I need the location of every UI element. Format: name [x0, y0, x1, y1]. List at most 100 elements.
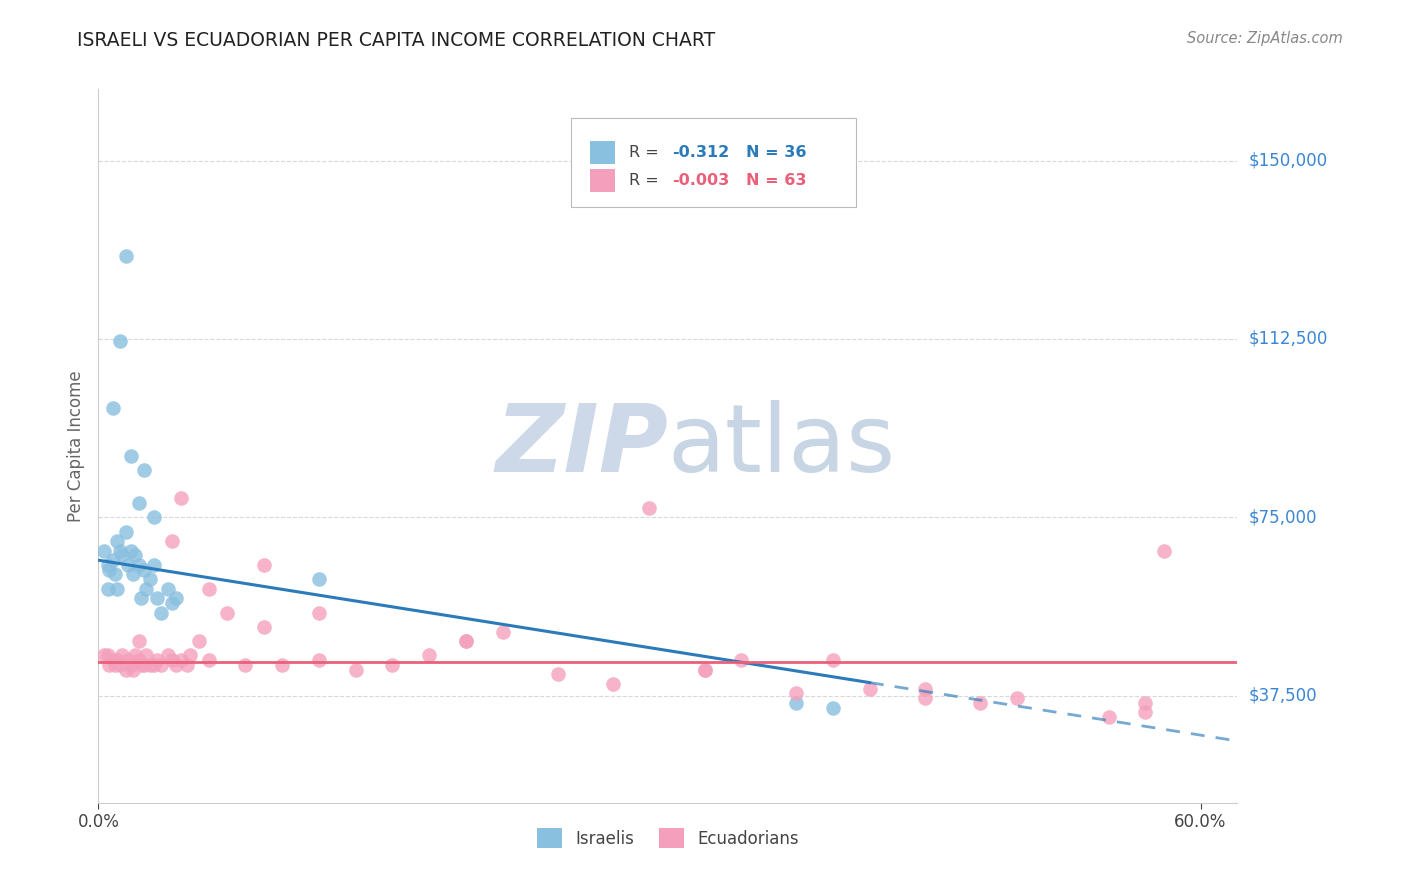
Point	[253, 558, 276, 572]
Point	[170, 653, 193, 667]
Text: ZIP: ZIP	[495, 400, 668, 492]
Point	[914, 681, 936, 696]
FancyBboxPatch shape	[571, 118, 856, 207]
Point	[157, 648, 180, 663]
Point	[135, 648, 157, 663]
Legend: Israelis, Ecuadorians: Israelis, Ecuadorians	[530, 822, 806, 855]
Point	[638, 500, 661, 515]
Point	[97, 648, 120, 663]
FancyBboxPatch shape	[591, 169, 616, 192]
Point	[110, 657, 132, 672]
Point	[111, 648, 134, 663]
Point	[197, 653, 219, 667]
Point	[308, 572, 330, 586]
Point	[98, 657, 121, 672]
Point	[146, 653, 169, 667]
Text: R =: R =	[628, 173, 664, 188]
Point	[160, 534, 183, 549]
Point	[969, 696, 991, 710]
Point	[344, 663, 367, 677]
Point	[165, 591, 187, 606]
FancyBboxPatch shape	[591, 141, 616, 164]
Point	[128, 634, 150, 648]
Point	[105, 582, 128, 596]
Point	[491, 624, 513, 639]
Point	[197, 582, 219, 596]
Point	[117, 653, 139, 667]
Point	[547, 667, 569, 681]
Point	[823, 653, 845, 667]
Text: $112,500: $112,500	[1249, 330, 1327, 348]
Point	[859, 681, 882, 696]
Point	[253, 620, 276, 634]
Text: $150,000: $150,000	[1249, 152, 1327, 169]
Point	[454, 634, 477, 648]
Point	[914, 691, 936, 706]
Point	[1135, 706, 1157, 720]
Point	[693, 663, 716, 677]
Point	[124, 549, 146, 563]
Point	[188, 634, 211, 648]
Point	[134, 657, 156, 672]
Point	[101, 653, 124, 667]
Point	[157, 582, 180, 596]
Point	[121, 449, 143, 463]
Point	[104, 567, 127, 582]
Point	[122, 663, 145, 677]
Point	[129, 657, 152, 672]
Point	[142, 510, 165, 524]
Point	[146, 591, 169, 606]
Point	[128, 558, 150, 572]
Point	[101, 401, 124, 415]
Point	[271, 657, 294, 672]
Text: N = 63: N = 63	[747, 173, 807, 188]
Point	[730, 653, 752, 667]
Point	[170, 491, 193, 506]
Point	[110, 334, 132, 349]
Point	[160, 653, 183, 667]
Point	[129, 591, 152, 606]
Text: -0.312: -0.312	[672, 145, 730, 160]
Point	[179, 648, 201, 663]
Point	[1153, 543, 1175, 558]
Point	[149, 606, 172, 620]
Point	[93, 543, 115, 558]
Point	[142, 657, 165, 672]
Point	[785, 686, 807, 700]
Point	[135, 582, 157, 596]
Point	[111, 549, 134, 563]
Point	[97, 558, 120, 572]
Point	[124, 648, 146, 663]
Point	[823, 700, 845, 714]
Point	[121, 657, 143, 672]
Point	[110, 543, 132, 558]
Text: atlas: atlas	[668, 400, 896, 492]
Point	[134, 463, 156, 477]
Text: -0.003: -0.003	[672, 173, 730, 188]
Point	[785, 696, 807, 710]
Point	[418, 648, 440, 663]
Point	[98, 563, 121, 577]
Point	[235, 657, 257, 672]
Point	[149, 657, 172, 672]
Point	[93, 648, 115, 663]
Point	[176, 657, 198, 672]
Point	[128, 653, 150, 667]
Point	[105, 534, 128, 549]
Text: Source: ZipAtlas.com: Source: ZipAtlas.com	[1187, 31, 1343, 46]
Text: $75,000: $75,000	[1249, 508, 1317, 526]
Point	[1098, 710, 1121, 724]
Point	[105, 653, 128, 667]
Point	[117, 558, 139, 572]
Point	[602, 677, 624, 691]
Point	[308, 606, 330, 620]
Point	[97, 582, 120, 596]
Point	[160, 596, 183, 610]
Point	[1135, 696, 1157, 710]
Point	[128, 496, 150, 510]
Point	[381, 657, 404, 672]
Point	[115, 663, 138, 677]
Point	[101, 553, 124, 567]
Text: $37,500: $37,500	[1249, 687, 1317, 705]
Point	[115, 524, 138, 539]
